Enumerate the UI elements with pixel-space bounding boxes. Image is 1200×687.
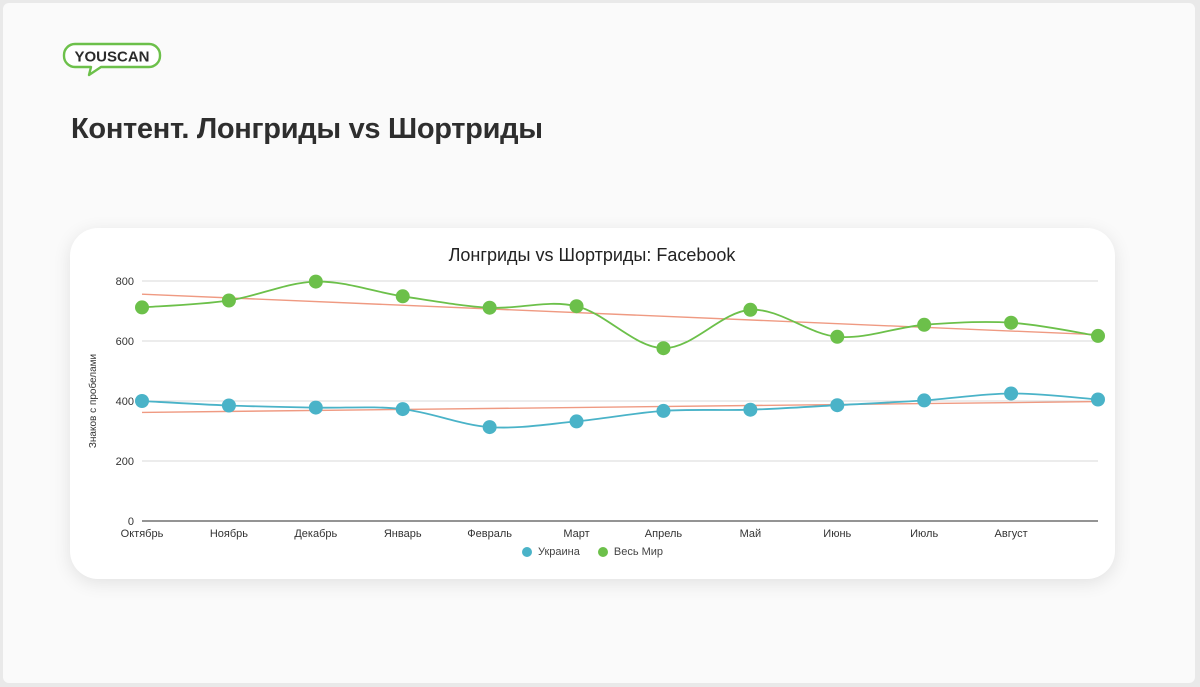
data-point	[135, 394, 149, 408]
y-tick-label: 600	[116, 336, 134, 348]
speech-bubble-icon	[62, 42, 162, 77]
data-point	[395, 402, 410, 417]
data-point	[743, 402, 758, 417]
x-tick-label: Июнь	[823, 528, 851, 540]
y-tick-label: 0	[128, 516, 134, 528]
data-point	[1091, 328, 1105, 343]
series-line	[141, 392, 1099, 429]
y-axis-title: Знаков с пробелами	[87, 354, 99, 448]
data-point	[308, 400, 323, 415]
x-tick-label: Декабрь	[294, 528, 337, 540]
x-tick-label: Март	[563, 528, 589, 540]
data-point	[221, 398, 236, 413]
data-point	[656, 341, 671, 356]
line-chart: Лонгриды vs Шортриды: Facebook 0 200 400 600…	[87, 245, 1105, 540]
data-point	[482, 300, 497, 315]
data-point	[482, 420, 497, 435]
page-title: Контент. Лонгриды vs Шортриды	[71, 113, 543, 145]
data-point	[308, 274, 323, 289]
data-point	[1091, 392, 1105, 407]
x-tick-label: Май	[740, 528, 762, 540]
data-point	[569, 414, 584, 429]
youscan-logo: YOUSCAN	[61, 41, 165, 86]
legend-label: Весь Мир	[613, 546, 664, 558]
data-point	[743, 302, 758, 317]
data-point	[917, 317, 932, 332]
legend-marker-icon	[521, 547, 532, 557]
x-tick-label: Ноябрь	[210, 528, 248, 540]
y-tick-label: 400	[116, 396, 134, 408]
data-point	[830, 329, 845, 344]
legend-item-world: Весь Мир	[597, 546, 664, 558]
data-point	[1004, 315, 1019, 330]
data-point	[569, 299, 584, 314]
y-tick-label: 200	[116, 456, 134, 468]
data-point	[395, 289, 410, 304]
logo-text: YOUSCAN	[74, 49, 149, 66]
legend-label: Украина	[537, 546, 580, 558]
x-tick-label: Октябрь	[121, 528, 164, 540]
data-point	[1004, 386, 1019, 401]
legend-item-ukraine: Украина	[521, 546, 580, 558]
chart-title: Лонгриды vs Шортриды: Facebook	[449, 245, 737, 265]
y-tick-label: 800	[116, 276, 134, 288]
x-tick-label: Апрель	[645, 528, 683, 540]
trendline	[141, 293, 1099, 336]
data-point	[221, 293, 236, 308]
trendline	[141, 400, 1099, 414]
data-point	[135, 300, 149, 315]
chart-legend: Украина Весь Мир	[70, 546, 1115, 558]
x-tick-label: Февраль	[467, 528, 512, 540]
chart-card: Лонгриды vs Шортриды: Facebook 0 200 400 600…	[70, 228, 1115, 579]
x-tick-label: Январь	[384, 528, 422, 540]
x-tick-label: Август	[995, 528, 1028, 540]
legend-marker-icon	[597, 547, 608, 557]
data-point	[830, 398, 845, 413]
x-tick-label: Июль	[910, 528, 938, 540]
data-point	[656, 403, 671, 418]
data-point	[917, 393, 932, 408]
